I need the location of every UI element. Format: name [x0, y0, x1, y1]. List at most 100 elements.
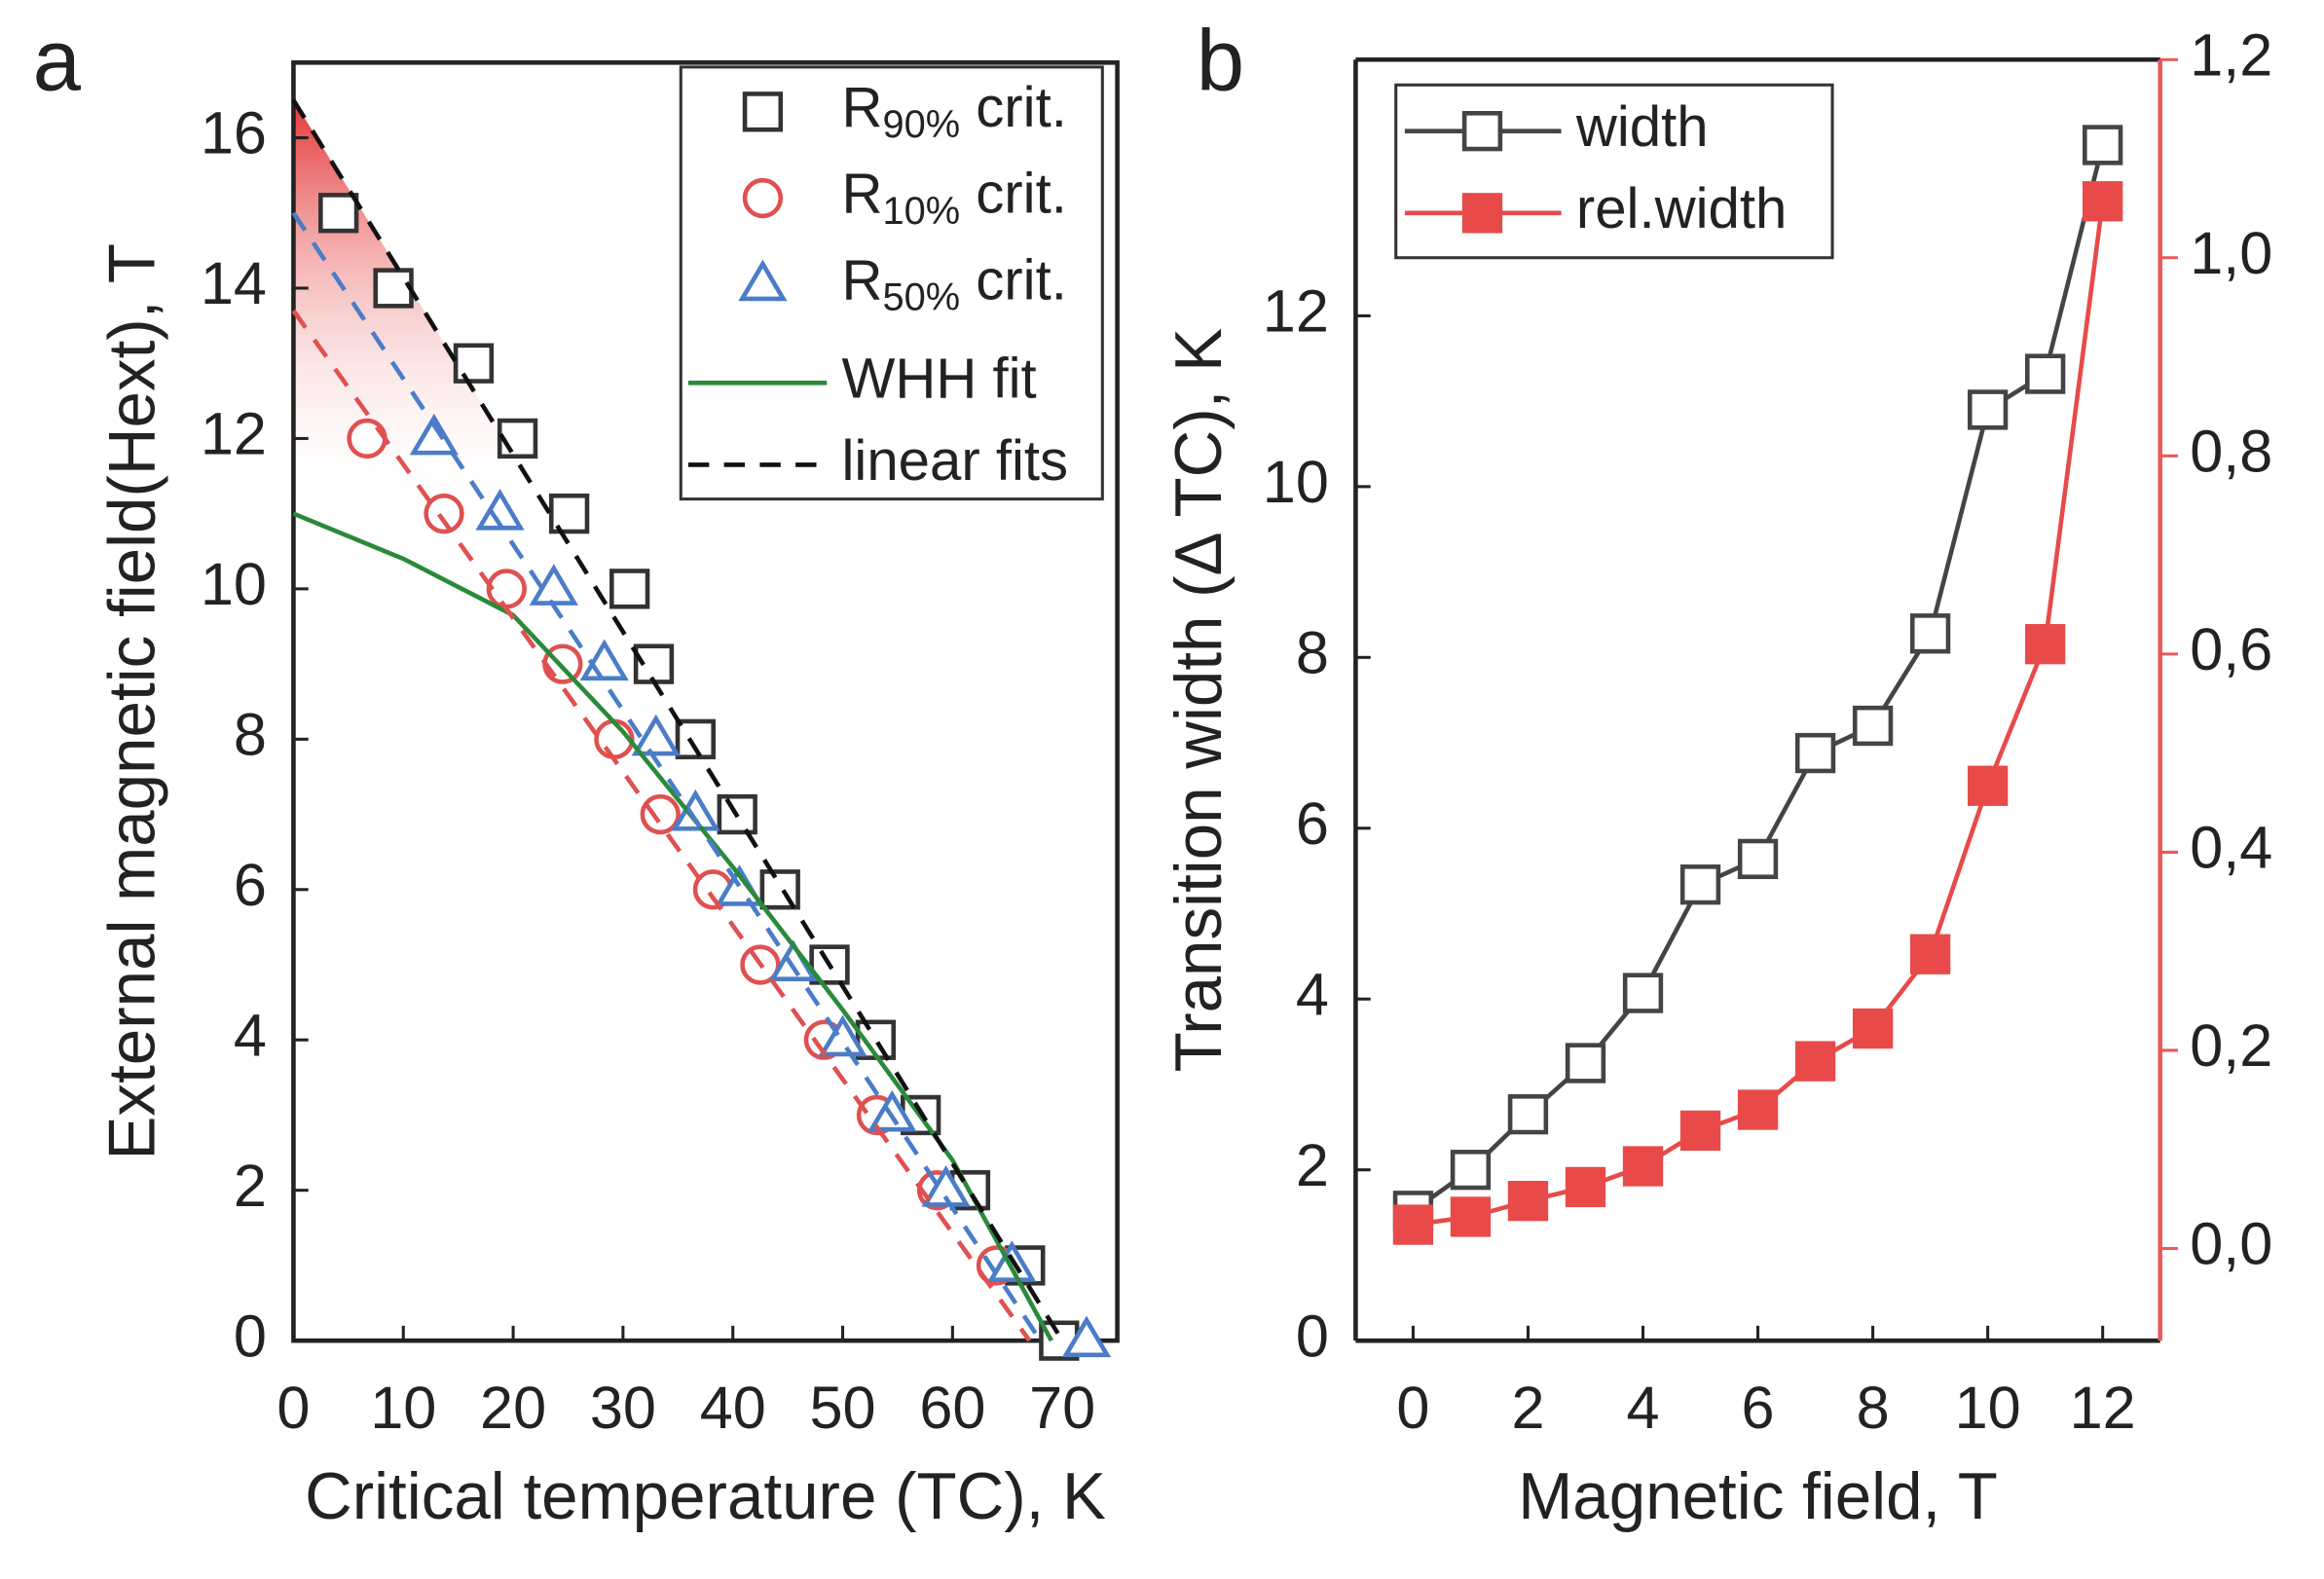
marker-square — [1794, 1041, 1836, 1082]
legend-label: linear fits — [842, 429, 1069, 493]
marker-square — [2083, 125, 2123, 165]
marker-square — [1967, 389, 2009, 430]
marker-square — [1622, 973, 1664, 1013]
marker-square — [1909, 613, 1951, 654]
marker-square — [1461, 193, 1503, 234]
marker-square — [742, 92, 784, 132]
x-tick-label: 50 — [810, 1375, 876, 1441]
legend-label: rel.width — [1576, 177, 1787, 240]
series-line — [1412, 144, 2105, 1213]
y-tick-label: 0 — [234, 1303, 267, 1369]
y-tick-label: 10 — [1263, 449, 1329, 515]
y2-tick-label: 0,8 — [2190, 418, 2272, 484]
y-tick-label: 4 — [234, 1002, 267, 1068]
series-line — [292, 511, 1053, 1342]
marker-triangle — [867, 1089, 917, 1132]
marker-square — [1794, 732, 1836, 774]
y2-tick-label: 0,2 — [2190, 1012, 2272, 1079]
marker-square — [1679, 1110, 1721, 1152]
marker-square — [1737, 838, 1779, 880]
y2-tick-label: 0,0 — [2190, 1211, 2272, 1277]
marker-triangle — [921, 1165, 971, 1207]
series-line — [291, 98, 1065, 1342]
marker-triangle — [409, 413, 459, 456]
y-axis-label: Transition width (Δ TC), K — [1162, 328, 1236, 1073]
x-tick-label: 10 — [370, 1375, 436, 1441]
marker-square — [1909, 934, 1951, 974]
marker-square — [1622, 1146, 1664, 1187]
y-tick-label: 8 — [1296, 620, 1329, 686]
panel-label: a — [33, 12, 82, 108]
y-tick-label: 14 — [201, 250, 267, 316]
x-tick-label: 30 — [590, 1375, 656, 1441]
y2-tick-label: 1,2 — [2190, 21, 2272, 88]
marker-square — [675, 718, 717, 759]
marker-square — [1852, 705, 1894, 747]
y-tick-label: 6 — [1296, 790, 1329, 857]
y-tick-label: 2 — [234, 1153, 267, 1219]
x-tick-label: 20 — [480, 1375, 546, 1441]
marker-square — [1450, 1150, 1492, 1191]
y-tick-label: 4 — [1296, 961, 1329, 1027]
x-tick-label: 8 — [1857, 1375, 1890, 1441]
marker-triangle — [818, 1014, 867, 1057]
marker-circle — [347, 418, 387, 459]
marker-square — [2024, 624, 2066, 665]
marker-square — [1450, 1196, 1492, 1237]
marker-square — [1507, 1094, 1549, 1135]
y-axis-label: External magnetic field(Hext), T — [96, 243, 169, 1160]
x-tick-label: 0 — [277, 1375, 310, 1441]
y-tick-label: 0 — [1296, 1303, 1329, 1369]
x-tick-label: 4 — [1626, 1375, 1659, 1441]
x-tick-label: 40 — [700, 1375, 766, 1441]
marker-square — [373, 268, 414, 309]
marker-square — [609, 569, 650, 609]
marker-square — [1392, 1204, 1434, 1245]
x-tick-label: 6 — [1742, 1375, 1775, 1441]
legend-label: width — [1575, 95, 1709, 159]
marker-circle — [742, 177, 784, 219]
series-line — [291, 309, 1032, 1342]
marker-square — [1737, 1089, 1779, 1130]
marker-square — [2024, 353, 2066, 394]
plot-frame — [291, 60, 1120, 1343]
marker-square — [1852, 1008, 1894, 1049]
x-tick-label: 2 — [1511, 1375, 1544, 1441]
panel-label: b — [1197, 12, 1244, 108]
marker-circle — [486, 569, 527, 609]
x-tick-label: 10 — [1955, 1375, 2021, 1441]
marker-square — [2083, 181, 2123, 222]
y2-tick-label: 1,0 — [2190, 220, 2272, 286]
legend-label: WHH fit — [842, 348, 1037, 411]
marker-square — [1679, 864, 1721, 905]
marker-circle — [640, 793, 681, 835]
x-axis-label: Critical temperature (TC), K — [305, 1460, 1106, 1533]
legend-label: R90% crit. — [842, 76, 1067, 145]
marker-circle — [424, 493, 464, 534]
marker-triangle — [1061, 1315, 1112, 1358]
x-tick-label: 12 — [2070, 1375, 2136, 1441]
legend-label: R50% crit. — [842, 249, 1067, 318]
marker-square — [1967, 765, 2009, 806]
legend-label: R10% crit. — [842, 163, 1067, 232]
marker-triangle — [738, 259, 788, 302]
marker-square — [1507, 1180, 1549, 1222]
y-tick-label: 16 — [201, 100, 267, 166]
series-line — [1413, 201, 2105, 1228]
marker-square — [1461, 111, 1503, 152]
marker-square — [1565, 1043, 1606, 1083]
y-tick-label: 8 — [234, 702, 267, 768]
marker-square — [497, 418, 538, 459]
y-tick-label: 12 — [1263, 278, 1329, 345]
y2-tick-label: 0,6 — [2190, 616, 2272, 682]
x-tick-label: 70 — [1029, 1375, 1095, 1441]
y-tick-label: 2 — [1296, 1132, 1329, 1198]
marker-square — [318, 193, 359, 234]
x-tick-label: 60 — [919, 1375, 985, 1441]
y2-tick-label: 0,4 — [2190, 815, 2272, 881]
x-tick-label: 0 — [1396, 1375, 1429, 1441]
y-tick-label: 6 — [234, 852, 267, 918]
marker-triangle — [631, 714, 681, 756]
y-tick-label: 12 — [201, 401, 267, 467]
